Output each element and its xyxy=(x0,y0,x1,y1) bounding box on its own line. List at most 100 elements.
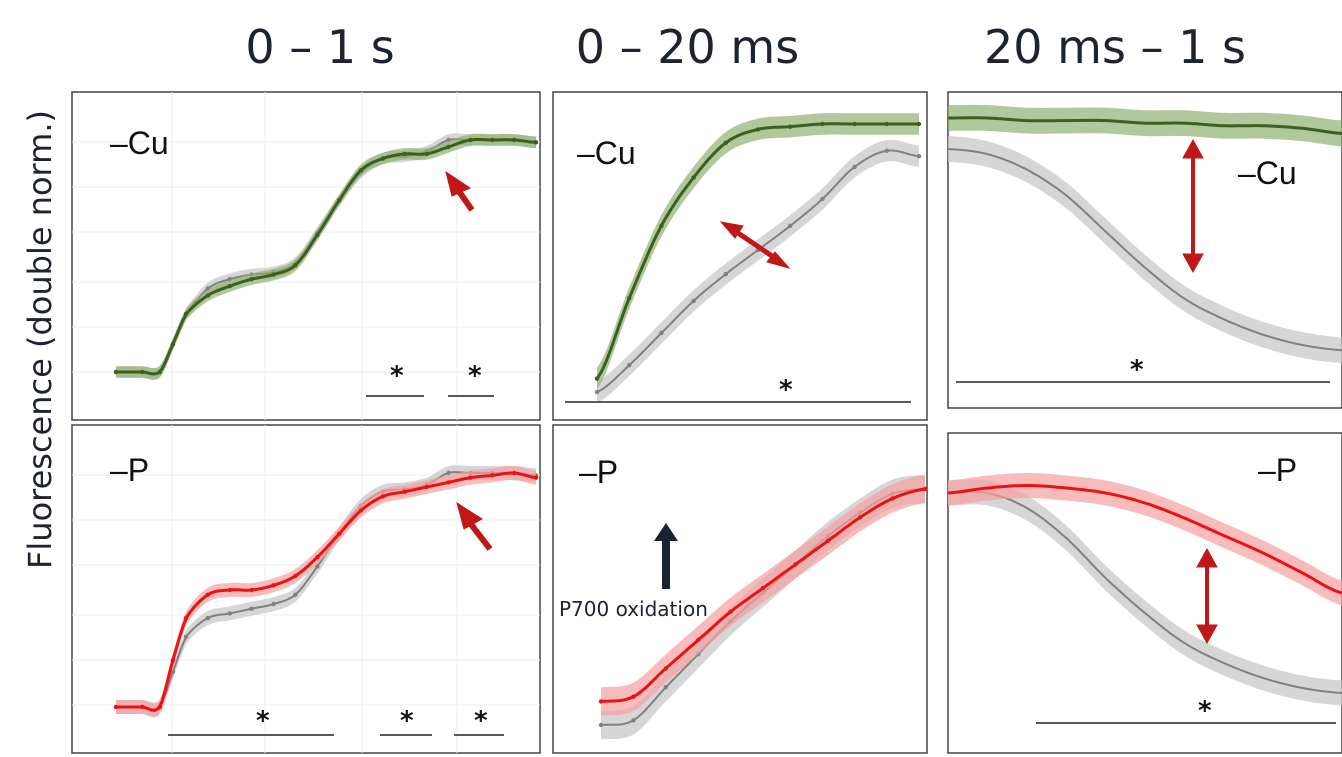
data-point xyxy=(249,606,254,611)
data-point xyxy=(533,475,539,480)
data-point xyxy=(468,475,473,480)
data-point xyxy=(663,666,668,671)
panel-a2: –Cu * xyxy=(552,91,928,421)
double-red-arrow xyxy=(719,221,791,269)
data-point xyxy=(793,562,798,567)
data-point xyxy=(490,473,495,478)
y-axis-label: Fluorescence (double norm.) xyxy=(21,110,59,569)
data-point xyxy=(755,127,761,132)
data-point xyxy=(598,722,604,728)
significance-star: * xyxy=(1198,696,1212,726)
data-point xyxy=(293,263,298,268)
data-point xyxy=(631,694,636,699)
data-point xyxy=(205,592,211,597)
data-point xyxy=(157,704,162,710)
data-point xyxy=(659,330,664,336)
data-point xyxy=(627,296,632,301)
panel-b2-label: –P xyxy=(579,454,618,490)
data-point xyxy=(140,369,145,375)
data-point xyxy=(205,293,211,298)
panel-b3: –P * xyxy=(947,432,1342,754)
significance-star: * xyxy=(400,706,414,736)
data-point xyxy=(293,573,298,579)
data-point xyxy=(402,151,407,157)
panel-a1-label: –Cu xyxy=(110,125,169,161)
data-point xyxy=(760,585,766,591)
data-point xyxy=(723,140,728,145)
data-point xyxy=(723,271,728,277)
data-point xyxy=(788,223,793,228)
data-point xyxy=(157,369,162,375)
data-point xyxy=(916,121,922,127)
data-point xyxy=(358,508,364,513)
data-point xyxy=(820,121,825,127)
data-point xyxy=(293,592,298,597)
data-point xyxy=(852,121,857,127)
data-point xyxy=(113,369,119,375)
data-point xyxy=(858,515,863,520)
data-point xyxy=(511,470,517,476)
data-point xyxy=(890,496,895,501)
double-red-arrow xyxy=(1196,547,1218,645)
data-point xyxy=(825,538,830,544)
data-point xyxy=(227,611,232,616)
data-point xyxy=(533,140,539,145)
data-point xyxy=(884,148,889,153)
data-point xyxy=(446,480,451,485)
data-point xyxy=(468,137,473,143)
data-point xyxy=(183,634,189,639)
data-point xyxy=(113,704,119,710)
data-point xyxy=(659,223,664,228)
data-point xyxy=(852,164,857,170)
column-title-0-20ms: 0 – 20 ms xyxy=(575,20,800,74)
data-point xyxy=(402,489,407,494)
data-point xyxy=(691,298,696,304)
data-point xyxy=(424,151,429,157)
data-point xyxy=(249,277,254,282)
significance-star: * xyxy=(256,706,270,736)
data-point xyxy=(788,124,793,129)
column-title-0-1s: 0 – 1 s xyxy=(245,20,395,74)
data-point xyxy=(663,685,668,690)
data-point xyxy=(315,564,320,569)
data-point xyxy=(183,615,189,621)
panel-a2-label: –Cu xyxy=(577,135,636,171)
data-point xyxy=(227,284,232,289)
data-point xyxy=(511,137,517,143)
data-point xyxy=(446,470,451,476)
p700-oxidation-label: P700 oxidation xyxy=(559,597,708,621)
panel-b2: –P P700 oxidation xyxy=(552,424,928,754)
error-band-control xyxy=(948,136,1342,364)
data-point xyxy=(598,699,604,704)
red-arrow xyxy=(445,170,475,212)
significance-star: * xyxy=(474,706,488,736)
data-point xyxy=(140,704,145,710)
data-point xyxy=(205,615,211,621)
data-point xyxy=(446,144,451,150)
black-arrow xyxy=(654,523,678,589)
significance-star: * xyxy=(779,375,793,405)
significance-star: * xyxy=(1130,355,1144,385)
data-point xyxy=(170,342,176,347)
data-point xyxy=(594,389,600,395)
series-line-control xyxy=(947,148,1342,352)
panel-b3-label: –P xyxy=(1258,452,1297,488)
data-point xyxy=(820,196,825,202)
data-point xyxy=(358,168,364,173)
data-point xyxy=(380,494,386,499)
series-line-treatment xyxy=(947,484,1342,595)
error-band-treatment xyxy=(948,104,1342,147)
data-point xyxy=(884,121,889,127)
data-point xyxy=(627,363,632,368)
data-point xyxy=(594,376,600,381)
data-point xyxy=(271,583,276,588)
data-point xyxy=(336,531,342,536)
error-band-treatment xyxy=(948,473,1342,606)
data-point xyxy=(424,484,429,490)
data-point xyxy=(170,658,176,663)
panel-a3-label: –Cu xyxy=(1238,155,1297,191)
error-band-control xyxy=(601,474,925,740)
data-point xyxy=(315,555,320,560)
data-point xyxy=(271,601,276,607)
data-point xyxy=(315,232,320,238)
